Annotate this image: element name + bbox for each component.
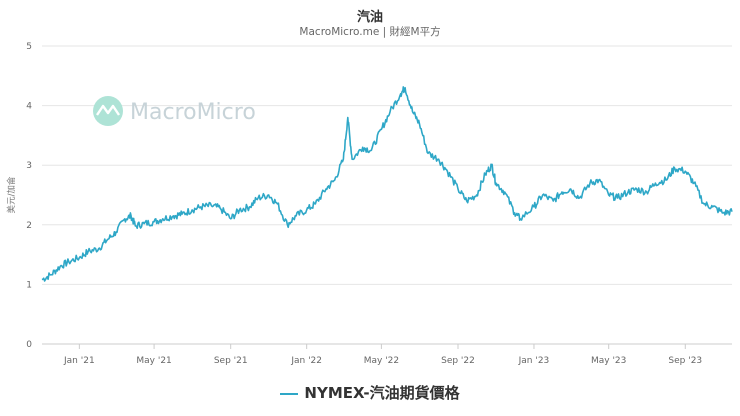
- y-tick-label: 0: [26, 340, 32, 350]
- y-tick-label: 4: [26, 102, 32, 112]
- chart-title: 汽油: [356, 10, 383, 25]
- x-tick-label: May '23: [591, 356, 626, 366]
- y-axis-label: 美元/加侖: [6, 176, 17, 213]
- x-tick-label: Jan '21: [63, 356, 95, 366]
- legend[interactable]: NYMEX-汽油期貨價格: [0, 382, 740, 403]
- y-tick-label: 1: [26, 280, 32, 290]
- y-axis-ticks: 0 1 2 3 4 5: [26, 42, 32, 350]
- watermark-logo-mark: [96, 104, 120, 116]
- chart-subtitle: MacroMicro.me | 財經M平方: [299, 26, 441, 38]
- x-tick-label: Jan '22: [290, 356, 322, 366]
- x-tick-label: May '21: [136, 356, 171, 366]
- series-line-nymex-gasoline: [41, 86, 733, 282]
- watermark-text: MacroMicro: [130, 100, 256, 125]
- x-axis-ticks: Jan '21 May '21 Sep '21 Jan '22 May '22 Sep '…: [63, 344, 702, 366]
- x-tick-label: May '22: [364, 356, 399, 366]
- x-tick-label: Jan '23: [518, 356, 550, 366]
- legend-swatch: [280, 392, 299, 395]
- watermark: MacroMicro: [93, 96, 256, 126]
- legend-label: NYMEX-汽油期貨價格: [304, 384, 460, 402]
- x-tick-label: Sep '22: [441, 356, 475, 366]
- x-tick-label: Sep '23: [668, 356, 702, 366]
- gridlines: [42, 45, 732, 285]
- y-tick-label: 5: [26, 42, 32, 52]
- x-tick-label: Sep '21: [214, 356, 248, 366]
- y-tick-label: 2: [26, 221, 32, 231]
- y-tick-label: 3: [26, 161, 32, 171]
